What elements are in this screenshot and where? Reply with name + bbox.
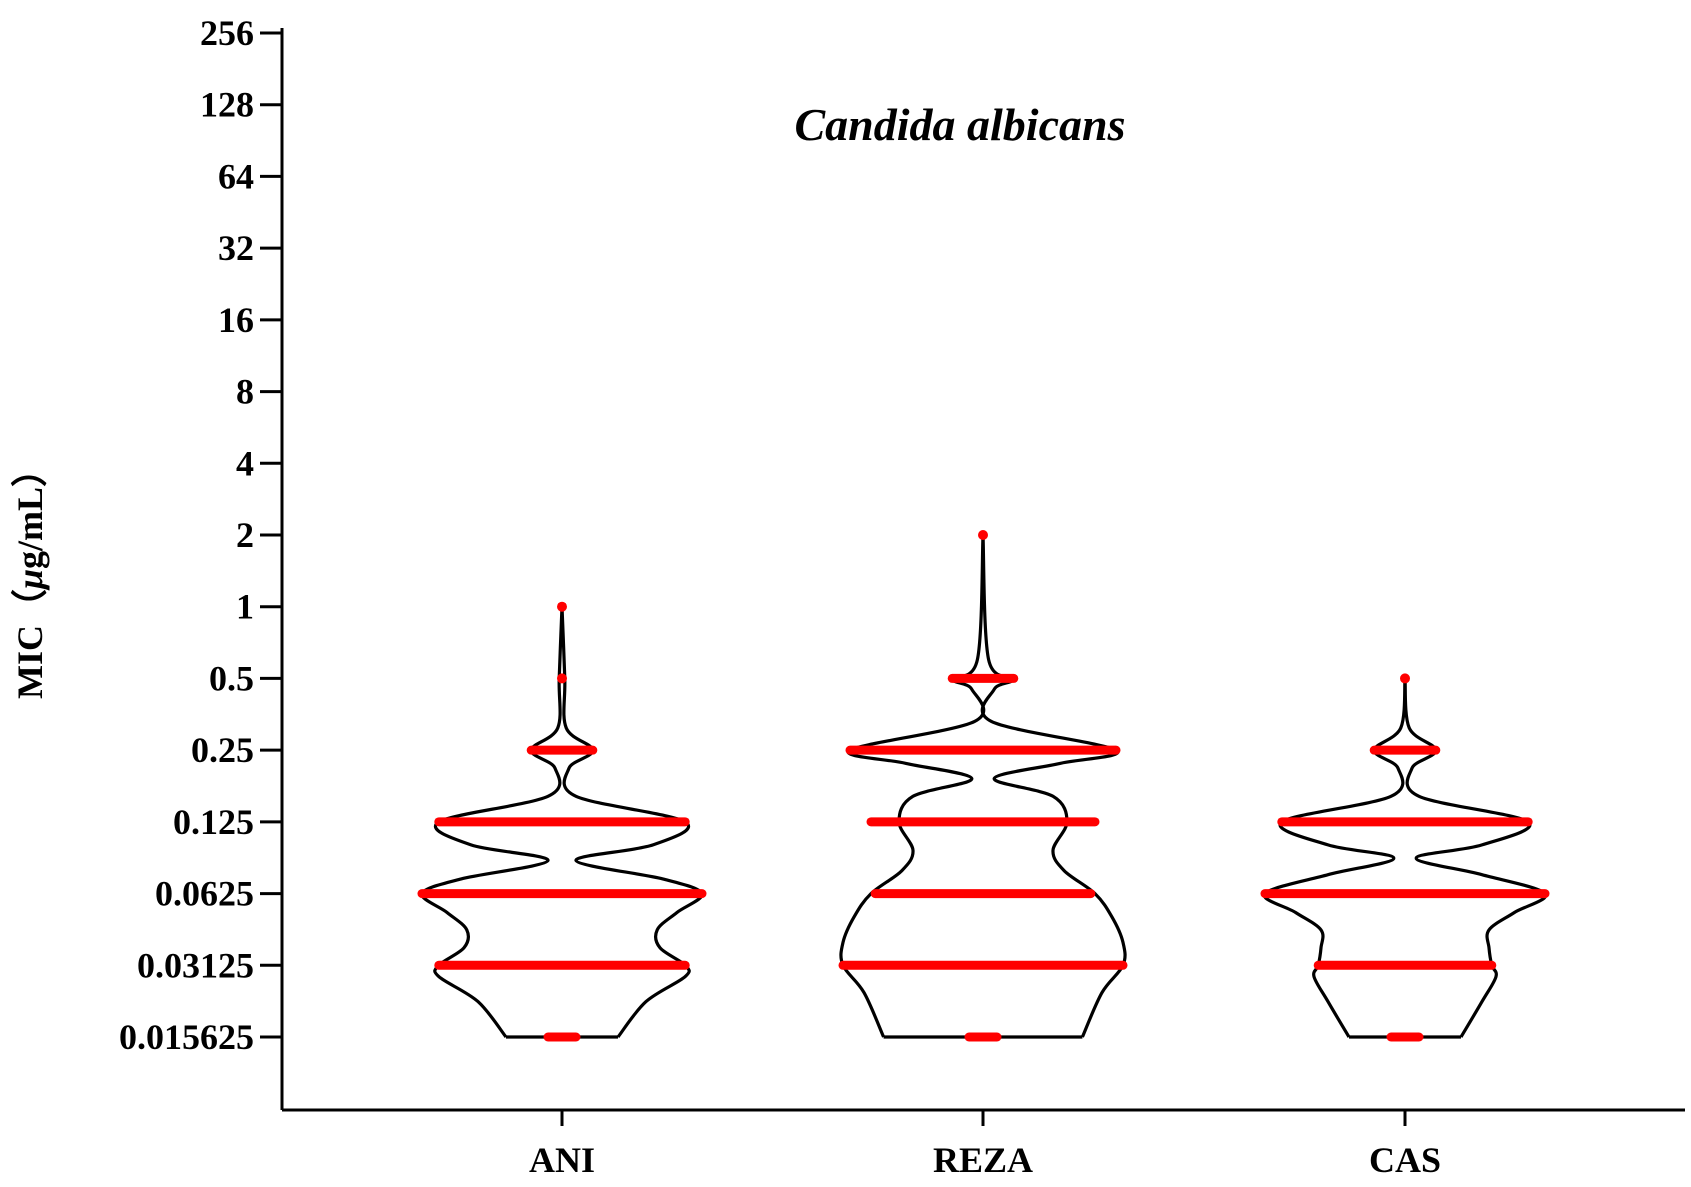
x-category-label: REZA	[933, 1140, 1033, 1180]
y-tick-label: 64	[218, 156, 254, 196]
y-tick-label: 0.03125	[137, 945, 254, 985]
y-ticks: 0.015625 0.03125 0.0625 0.125 0.25 0.5 1 2 4 8 16 3…	[119, 13, 282, 1057]
violin-outline-right	[1403, 678, 1548, 1038]
y-tick-label: 0.0625	[155, 874, 254, 914]
x-category-label: ANI	[529, 1140, 595, 1180]
y-tick-label: 1	[236, 587, 254, 627]
level-marker-dot	[1400, 673, 1410, 684]
axes-layer: 0.015625 0.03125 0.0625 0.125 0.25 0.5 1 2 4 8 16 3…	[119, 13, 1685, 1180]
y-tick-label: 128	[200, 85, 254, 125]
level-marker-dot	[557, 673, 567, 684]
y-tick-label: 4	[236, 443, 254, 483]
y-axis-title-unit: g/mL）	[10, 451, 50, 569]
y-tick-label: 0.5	[209, 658, 254, 698]
violin-outline-right	[980, 534, 1127, 1038]
y-tick-label: 2	[236, 515, 254, 555]
markers-ani	[417, 601, 707, 1042]
x-ticks: ANI REZA CAS	[529, 1110, 1441, 1180]
y-axis-title: MIC（μg/mL）	[10, 451, 50, 699]
y-tick-label: 256	[200, 13, 254, 53]
y-tick-label: 0.25	[191, 730, 254, 770]
y-axis-title-greek: μ	[10, 569, 50, 591]
y-tick-label: 16	[218, 300, 254, 340]
violin-cas	[1262, 678, 1548, 1039]
violin-outline-left	[839, 534, 986, 1038]
markers-reza	[838, 530, 1128, 1042]
y-tick-label: 32	[218, 228, 254, 268]
x-category-label: CAS	[1369, 1140, 1441, 1180]
level-marker-dot	[978, 530, 988, 540]
violin-outline-left	[1262, 678, 1407, 1038]
chart-title: Candida albicans	[794, 99, 1125, 150]
y-tick-label: 8	[236, 372, 254, 412]
y-axis-title-prefix: MIC（	[10, 589, 50, 699]
level-markers-layer	[417, 530, 1550, 1042]
y-tick-label: 0.015625	[119, 1017, 254, 1057]
level-marker-dot	[557, 601, 567, 612]
y-tick-label: 0.125	[173, 802, 254, 842]
markers-cas	[1260, 673, 1550, 1042]
